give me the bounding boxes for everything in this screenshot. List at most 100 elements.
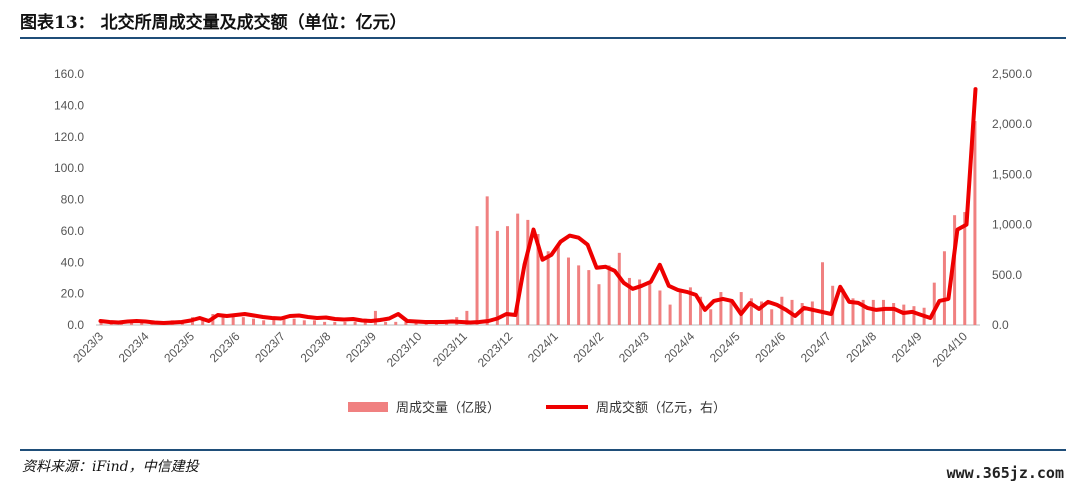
volume-bar [373, 310, 377, 325]
volume-bar [688, 287, 692, 325]
volume-bar [973, 121, 977, 325]
x-axis-tick-label: 2023/4 [116, 329, 152, 365]
x-axis-tick-label: 2024/6 [752, 329, 788, 365]
volume-bar [942, 251, 946, 325]
volume-bar [719, 292, 723, 325]
volume-bar [312, 320, 316, 325]
left-axis-tick-label: 60.0 [61, 224, 85, 238]
right-axis-tick-label: 2,500.0 [992, 67, 1032, 81]
volume-bar [485, 196, 489, 325]
volume-bar [516, 213, 520, 325]
turnover-line [98, 87, 978, 325]
volume-bar [251, 318, 255, 325]
volume-bar [892, 303, 896, 325]
volume-bar [231, 315, 235, 325]
x-axis-tick-label: 2024/8 [843, 329, 879, 365]
right-axis-tick-label: 500.0 [992, 268, 1022, 282]
x-axis-tick-label: 2024/10 [930, 329, 971, 370]
volume-bar [841, 288, 845, 325]
volume-bar [953, 215, 957, 325]
x-axis-tick-label: 2023/8 [298, 329, 334, 365]
left-axis-tick-label: 0.0 [67, 318, 84, 332]
left-axis-tick-label: 120.0 [54, 130, 84, 144]
volume-bar [394, 321, 398, 325]
x-axis-tick-label: 2024/3 [616, 329, 652, 365]
x-axis-tick-label: 2024/7 [798, 329, 834, 365]
volume-bar [272, 318, 276, 325]
volume-bar [404, 321, 408, 325]
left-axis-tick-label: 80.0 [61, 193, 85, 207]
x-axis-tick-label: 2023/9 [343, 329, 379, 365]
x-axis-tick-label: 2023/5 [161, 329, 197, 365]
volume-bar [648, 281, 652, 325]
legend-swatch-volume [348, 402, 388, 412]
volume-bar [140, 321, 144, 325]
volume-bar [749, 298, 753, 325]
left-axis-tick-label: 100.0 [54, 161, 84, 175]
right-axis-tick-label: 0.0 [992, 318, 1009, 332]
volume-bar [617, 252, 621, 325]
x-axis-tick-label: 2024/9 [889, 329, 925, 365]
right-axis-tick-label: 2,000.0 [992, 117, 1032, 131]
left-axis-tick-label: 40.0 [61, 255, 85, 269]
watermark: www.365jz.com [946, 464, 1064, 482]
volume-bar [607, 265, 611, 325]
legend-label-turnover: 周成交额（亿元，右） [596, 400, 726, 416]
volume-bar [536, 234, 540, 325]
volume-bar [597, 284, 601, 325]
volume-bar [821, 262, 825, 325]
volume-bar [881, 299, 885, 325]
x-axis-tick-label: 2023/10 [384, 329, 425, 370]
volume-bar [495, 230, 499, 325]
footer-divider [20, 449, 1066, 451]
x-axis-tick-label: 2023/7 [252, 329, 288, 365]
volume-bar [577, 265, 581, 325]
volume-bar [221, 315, 225, 325]
source-note: 资料来源：iFind，中信建投 [22, 459, 199, 475]
volume-bar [566, 257, 570, 325]
volume-bar [729, 301, 733, 325]
volume-bar [627, 277, 631, 325]
left-axis-tick-label: 160.0 [54, 67, 84, 81]
volume-bar [241, 317, 245, 325]
volume-bar [465, 310, 469, 325]
x-axis-tick-label: 2023/3 [70, 329, 106, 365]
x-axis-tick-label: 2024/4 [661, 329, 697, 365]
volume-bar [699, 296, 703, 325]
left-axis-tick-label: 140.0 [54, 98, 84, 112]
chart-title: 图表13： 北交所周成交量及成交额（单位：亿元） [20, 13, 407, 33]
volume-bar [668, 304, 672, 325]
volume-bar [871, 299, 875, 325]
volume-bar [262, 320, 266, 325]
volume-bar [780, 296, 784, 325]
volume-bar [323, 321, 327, 325]
x-axis-tick-label: 2023/6 [207, 329, 243, 365]
volume-bar [760, 301, 764, 325]
volume-bar [963, 212, 967, 325]
volume-bar [739, 292, 743, 325]
volume-bar [709, 309, 713, 325]
volume-bar [658, 290, 662, 325]
x-axis-tick-label: 2024/5 [707, 329, 743, 365]
volume-bar [302, 320, 306, 325]
volume-bar [343, 321, 347, 325]
volume-bar [861, 299, 865, 325]
volume-bar [678, 288, 682, 325]
volume-bar [282, 317, 286, 325]
volume-bar [292, 318, 296, 325]
volume-bar [851, 298, 855, 325]
right-axis-tick-label: 1,000.0 [992, 218, 1032, 232]
x-axis-tick-label: 2024/2 [570, 329, 606, 365]
volume-bar [800, 303, 804, 325]
x-axis-tick-label: 2023/12 [475, 329, 516, 370]
volume-bar [587, 270, 591, 325]
volume-bar [810, 301, 814, 325]
title-divider [20, 37, 1066, 39]
volume-bar [333, 321, 337, 325]
right-axis-tick-label: 1,500.0 [992, 167, 1032, 181]
volume-bar [526, 219, 530, 325]
volume-bar [556, 246, 560, 325]
volume-bar [912, 306, 916, 325]
volume-bar [384, 321, 388, 325]
volume-bar [353, 321, 357, 325]
